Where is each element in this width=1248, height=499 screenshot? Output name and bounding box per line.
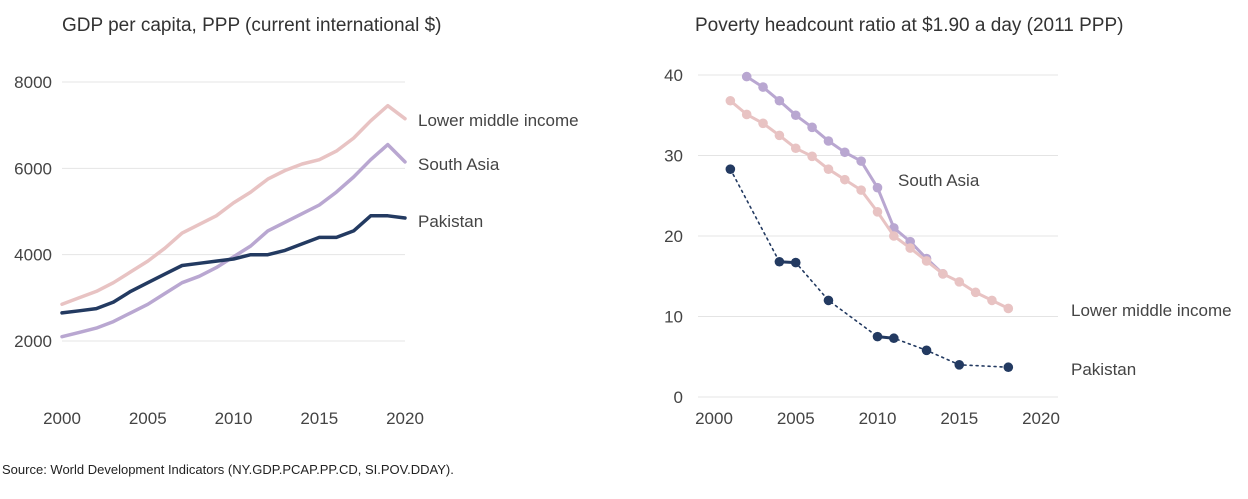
data-point-south-asia [790,110,801,121]
x-tick-label: 2020 [386,409,424,428]
y-tick-label: 20 [664,227,683,246]
series-line-lower-middle-income [60,103,407,307]
data-point-lower-middle-income [856,185,866,195]
y-tick-label: 6000 [14,159,52,178]
data-point-lower-middle-income [790,143,801,154]
data-point-lower-middle-income [823,164,834,174]
y-tick-label: 10 [664,308,683,327]
data-point-pakistan [725,164,736,174]
y-tick-label: 40 [664,66,683,85]
x-tick-label: 2010 [215,409,253,428]
series-label: Lower middle income [1071,301,1232,320]
data-point-south-asia [741,71,752,82]
x-tick-label: 2010 [859,409,897,428]
x-tick-label: 2020 [1022,409,1060,428]
data-point-lower-middle-income [1003,303,1014,314]
data-point-lower-middle-income [807,151,817,162]
chart-title: GDP per capita, PPP (current internation… [62,15,442,36]
data-point-pakistan [823,295,834,306]
data-point-lower-middle-income [741,109,752,120]
data-point-south-asia [807,122,817,133]
data-point-south-asia [823,136,834,146]
data-point-lower-middle-income [758,118,768,129]
data-point-lower-middle-income [987,295,997,306]
data-point-south-asia [856,156,866,166]
series-line-lower-middle-income [728,99,1010,310]
series-label: Pakistan [1071,360,1136,379]
data-point-lower-middle-income [725,95,736,106]
data-point-lower-middle-income [774,130,785,141]
data-point-south-asia [758,82,768,92]
data-point-lower-middle-income [938,269,948,279]
data-point-lower-middle-income [840,174,850,185]
series-label: South Asia [898,171,980,190]
series-segment [779,260,796,265]
x-tick-label: 2015 [940,409,978,428]
data-point-lower-middle-income [889,231,899,241]
data-point-pakistan [1003,362,1014,373]
x-tick-label: 2015 [300,409,338,428]
source-note: Source: World Development Indicators (NY… [2,462,454,477]
x-tick-label: 2005 [129,409,167,428]
series-line-south-asia [60,142,407,339]
data-point-lower-middle-income [954,277,965,287]
data-point-south-asia [774,95,785,106]
series-segment [877,335,894,340]
y-tick-label: 8000 [14,73,52,92]
series-label: Pakistan [418,212,483,231]
data-point-lower-middle-income [970,287,981,298]
series-label: South Asia [418,155,500,174]
data-point-lower-middle-income [921,256,932,266]
series-line-pakistan [60,214,407,315]
data-point-pakistan [954,360,965,370]
x-tick-label: 2000 [43,409,81,428]
chart-title: Poverty headcount ratio at $1.90 a day (… [695,15,1123,36]
data-point-lower-middle-income [905,243,915,253]
y-tick-label: 30 [664,147,683,166]
y-tick-label: 2000 [14,332,52,351]
y-tick-label: 0 [674,388,683,407]
data-point-south-asia [872,182,883,193]
y-tick-label: 4000 [14,246,52,265]
data-point-lower-middle-income [872,207,883,217]
data-point-south-asia [840,147,850,158]
data-point-pakistan [921,345,932,356]
x-tick-label: 2005 [777,409,815,428]
series-label: Lower middle income [418,111,579,130]
x-tick-label: 2000 [695,409,733,428]
